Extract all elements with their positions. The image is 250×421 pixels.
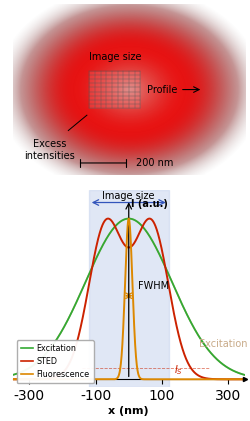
Bar [89, 71, 140, 108]
Legend: Excitation, STED, Fluorescence: Excitation, STED, Fluorescence [16, 340, 94, 383]
Text: Image size: Image size [102, 191, 155, 201]
X-axis label: x (nm): x (nm) [108, 406, 149, 416]
Text: 200 nm: 200 nm [136, 158, 173, 168]
Text: I (a.u.): I (a.u.) [132, 199, 168, 209]
Text: Excess
intensities: Excess intensities [24, 139, 75, 161]
Text: Excitation: Excitation [198, 339, 247, 349]
Text: FWHM: FWHM [138, 281, 169, 291]
Text: Profile: Profile [147, 85, 178, 95]
Text: $I_S$: $I_S$ [174, 363, 182, 376]
Text: Image size: Image size [88, 52, 141, 62]
Bar [89, 189, 168, 387]
